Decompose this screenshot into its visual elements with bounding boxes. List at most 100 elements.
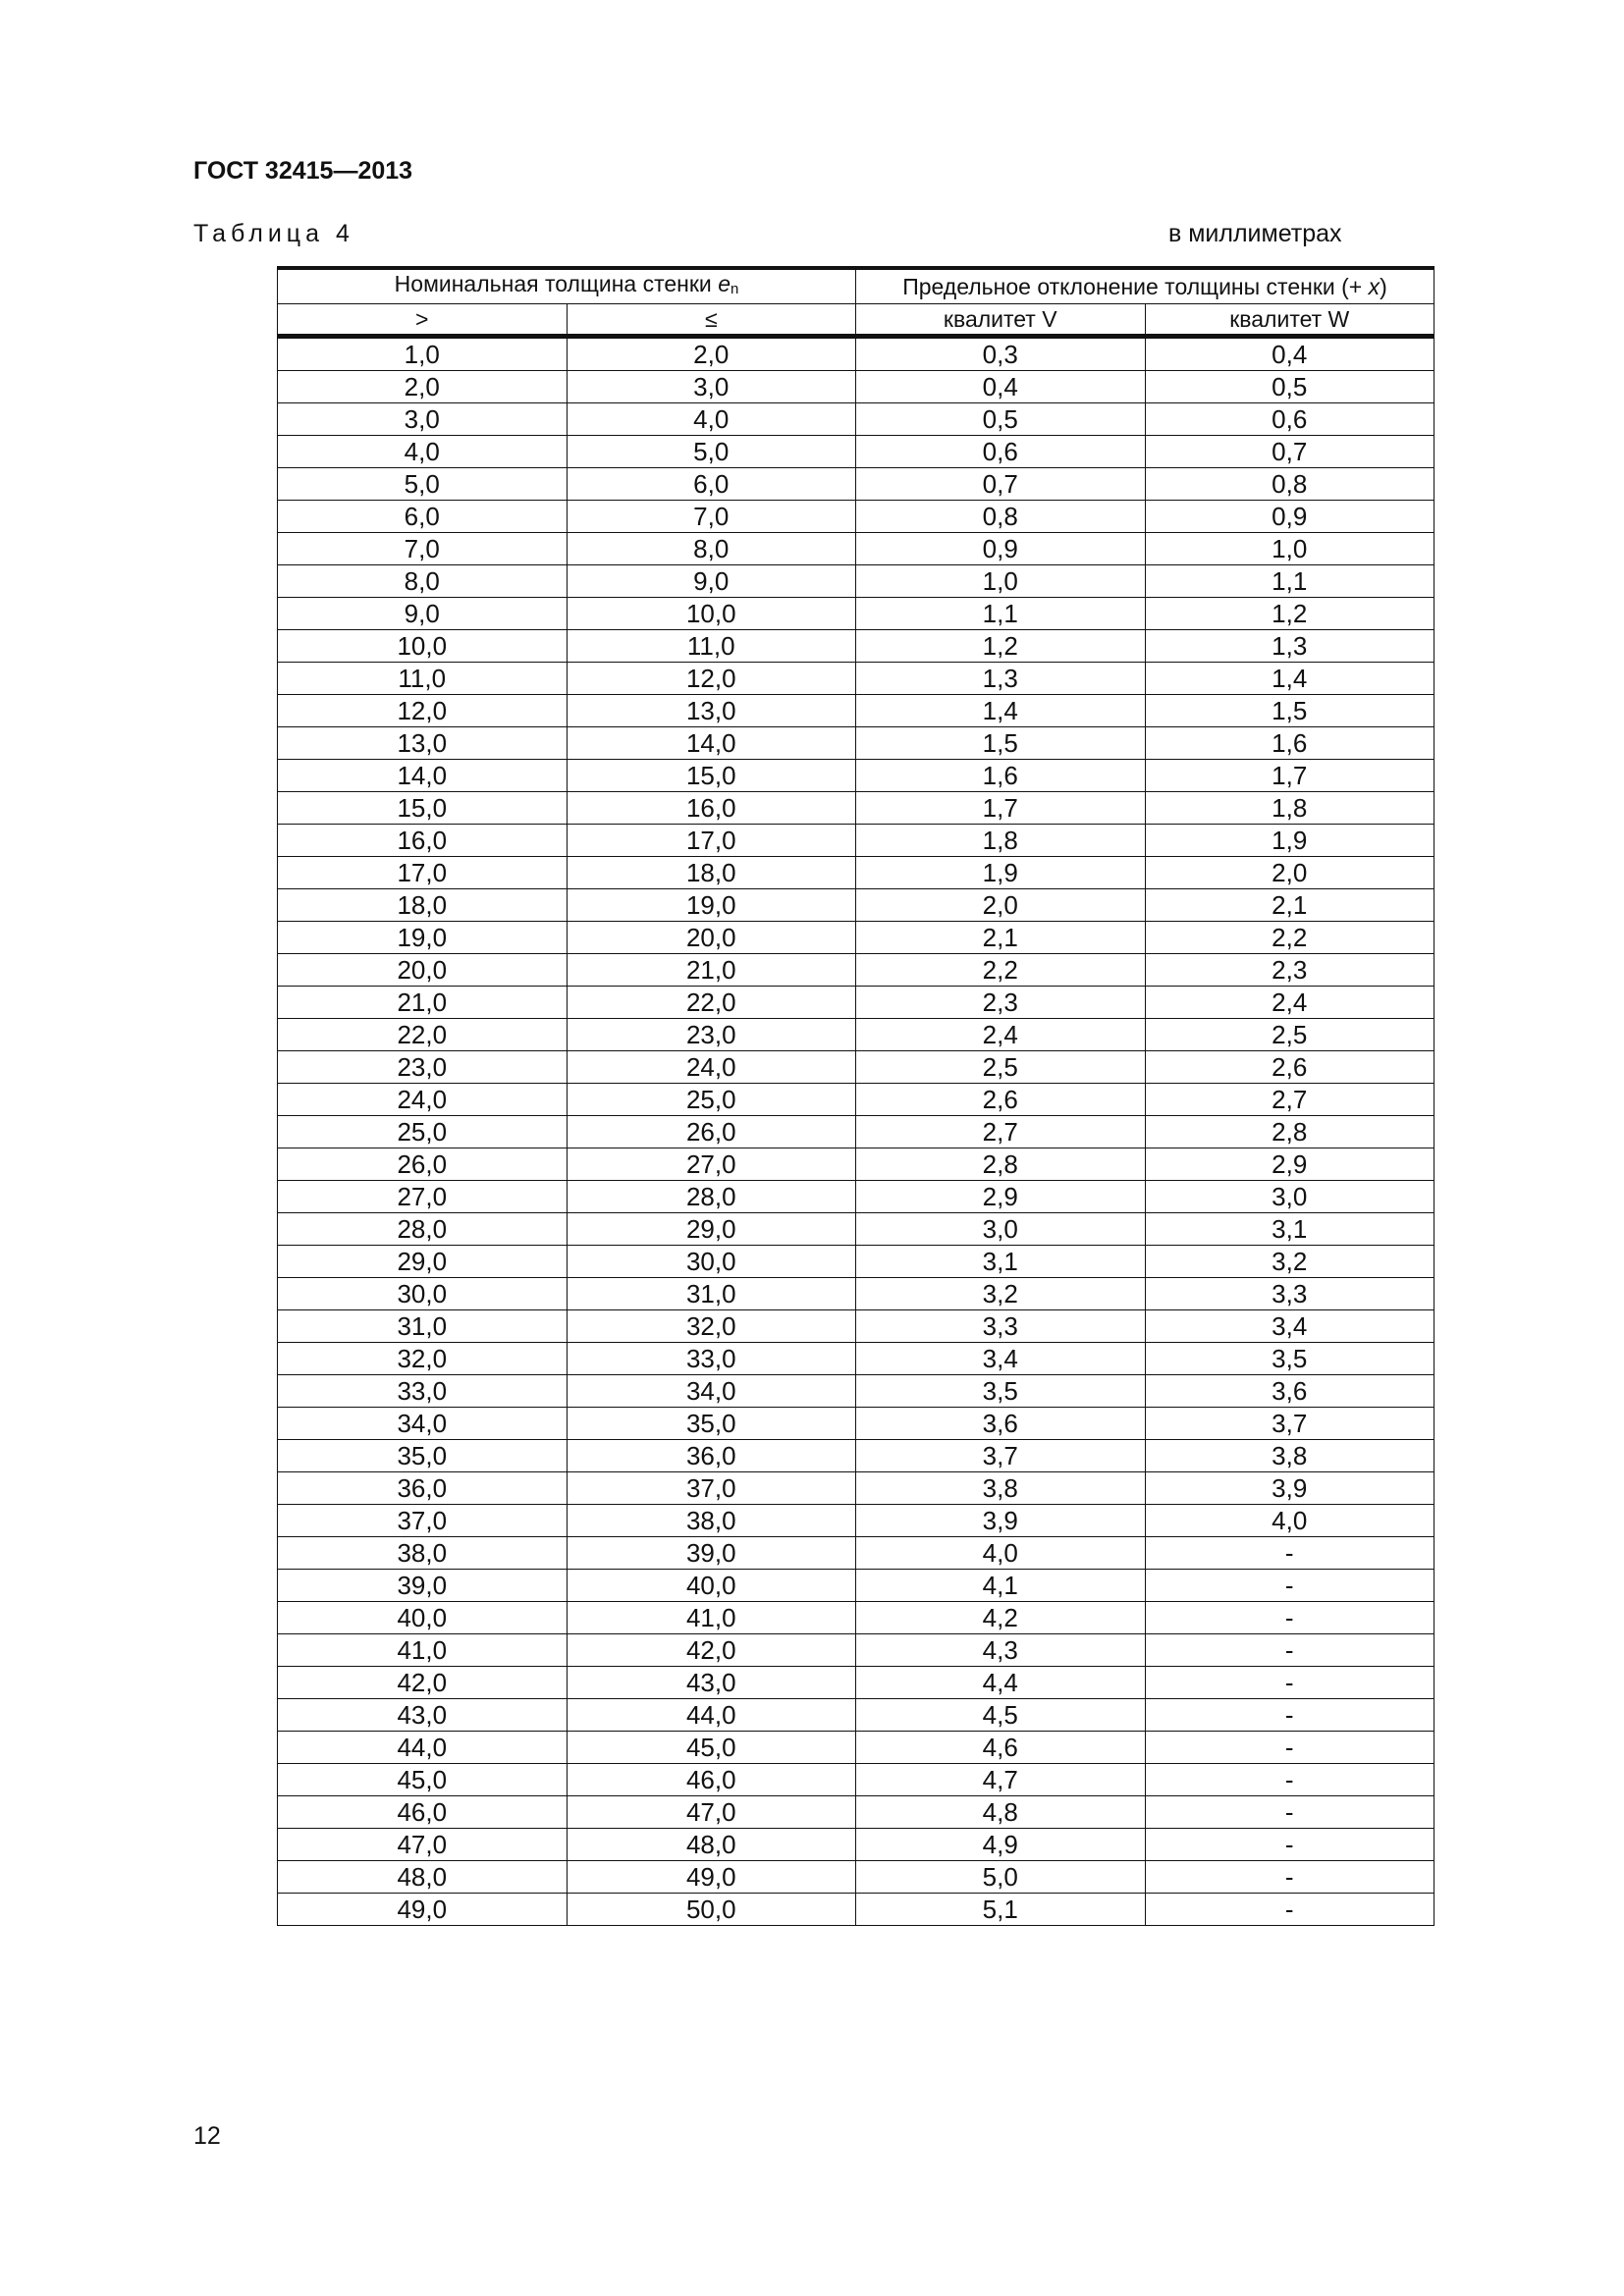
table-row: 30,0 31,0 3,2 3,3 — [277, 1277, 1435, 1310]
table-row: 36,0 37,0 3,8 3,9 — [277, 1471, 1435, 1505]
cell-max-thickness: 35,0 — [566, 1407, 856, 1440]
table-row: 43,0 44,0 4,5- — [277, 1698, 1435, 1732]
table-row: 39,0 40,0 4,1- — [277, 1569, 1435, 1602]
cell-min-thickness: 47,0 — [277, 1828, 568, 1861]
cell-grade-w: 3,6 — [1144, 1374, 1435, 1408]
cell-min-thickness: 2,0 — [277, 370, 568, 403]
cell-min-thickness: 36,0 — [277, 1471, 568, 1505]
cell-grade-v: 4,7 — [855, 1763, 1146, 1796]
table-row: 13,0 14,0 1,5 1,6 — [277, 726, 1435, 760]
cell-grade-v: 2,5 — [855, 1050, 1146, 1084]
cell-max-thickness: 14,0 — [566, 726, 856, 760]
cell-max-thickness: 2,0 — [566, 336, 856, 371]
cell-min-thickness: 5,0 — [277, 467, 568, 501]
table-row: 28,0 29,0 3,0 3,1 — [277, 1212, 1435, 1246]
cell-grade-v: 4,4 — [855, 1666, 1146, 1699]
cell-min-thickness: 21,0 — [277, 986, 568, 1019]
cell-min-thickness: 38,0 — [277, 1536, 568, 1570]
cell-min-thickness: 46,0 — [277, 1795, 568, 1829]
cell-max-thickness: 23,0 — [566, 1018, 856, 1051]
table-row: 1,0 2,0 0,3 0,4 — [277, 336, 1435, 371]
cell-grade-v: 0,9 — [855, 532, 1146, 565]
units-label: в миллиметрах — [1168, 220, 1342, 247]
table-row: 45,0 46,0 4,7- — [277, 1763, 1435, 1796]
page-number: 12 — [193, 2122, 221, 2150]
cell-min-thickness: 8,0 — [277, 564, 568, 598]
cell-grade-w: 1,5 — [1144, 694, 1435, 727]
header-greater-than: > — [277, 303, 568, 339]
cell-grade-w: 3,2 — [1144, 1245, 1435, 1278]
cell-min-thickness: 18,0 — [277, 888, 568, 922]
cell-max-thickness: 48,0 — [566, 1828, 856, 1861]
table-row: 49,0 50,0 5,1- — [277, 1893, 1435, 1926]
cell-max-thickness: 29,0 — [566, 1212, 856, 1246]
cell-max-thickness: 50,0 — [566, 1893, 856, 1926]
cell-grade-w: 1,2 — [1144, 597, 1435, 630]
cell-grade-w: - — [1144, 1601, 1435, 1634]
cell-max-thickness: 26,0 — [566, 1115, 856, 1148]
cell-max-thickness: 11,0 — [566, 629, 856, 663]
cell-min-thickness: 35,0 — [277, 1439, 568, 1472]
cell-min-thickness: 26,0 — [277, 1148, 568, 1181]
cell-max-thickness: 17,0 — [566, 824, 856, 857]
cell-min-thickness: 45,0 — [277, 1763, 568, 1796]
cell-min-thickness: 34,0 — [277, 1407, 568, 1440]
table-row: 41,0 42,0 4,3- — [277, 1633, 1435, 1667]
cell-min-thickness: 29,0 — [277, 1245, 568, 1278]
cell-grade-w: 3,3 — [1144, 1277, 1435, 1310]
cell-max-thickness: 46,0 — [566, 1763, 856, 1796]
cell-grade-v: 3,4 — [855, 1342, 1146, 1375]
cell-grade-w: - — [1144, 1536, 1435, 1570]
table-row: 4,0 5,0 0,6 0,7 — [277, 435, 1435, 468]
cell-min-thickness: 1,0 — [277, 336, 568, 371]
table-row: 17,0 18,0 1,9 2,0 — [277, 856, 1435, 889]
cell-grade-w: 3,9 — [1144, 1471, 1435, 1505]
header-grade-w: квалитет W — [1144, 303, 1435, 339]
cell-grade-v: 1,2 — [855, 629, 1146, 663]
cell-max-thickness: 25,0 — [566, 1083, 856, 1116]
cell-min-thickness: 12,0 — [277, 694, 568, 727]
table-row: 12,0 13,0 1,4 1,5 — [277, 694, 1435, 727]
cell-min-thickness: 48,0 — [277, 1860, 568, 1894]
table-row: 37,0 38,0 3,9 4,0 — [277, 1504, 1435, 1537]
cell-grade-v: 0,3 — [855, 336, 1146, 371]
nominal-symbol: e — [718, 271, 731, 296]
cell-grade-w: 2,2 — [1144, 921, 1435, 954]
cell-grade-w: 3,0 — [1144, 1180, 1435, 1213]
cell-grade-w: - — [1144, 1569, 1435, 1602]
cell-grade-w: 1,4 — [1144, 662, 1435, 695]
cell-max-thickness: 44,0 — [566, 1698, 856, 1732]
cell-max-thickness: 39,0 — [566, 1536, 856, 1570]
cell-grade-v: 2,0 — [855, 888, 1146, 922]
cell-grade-v: 3,8 — [855, 1471, 1146, 1505]
cell-max-thickness: 22,0 — [566, 986, 856, 1019]
cell-grade-w: 0,4 — [1144, 336, 1435, 371]
cell-max-thickness: 27,0 — [566, 1148, 856, 1181]
cell-max-thickness: 30,0 — [566, 1245, 856, 1278]
table-row: 21,0 22,0 2,3 2,4 — [277, 986, 1435, 1019]
cell-max-thickness: 20,0 — [566, 921, 856, 954]
cell-min-thickness: 25,0 — [277, 1115, 568, 1148]
table-row: 26,0 27,0 2,8 2,9 — [277, 1148, 1435, 1181]
cell-grade-v: 3,1 — [855, 1245, 1146, 1278]
cell-max-thickness: 47,0 — [566, 1795, 856, 1829]
cell-grade-v: 1,0 — [855, 564, 1146, 598]
cell-grade-v: 1,1 — [855, 597, 1146, 630]
cell-max-thickness: 31,0 — [566, 1277, 856, 1310]
table-row: 48,0 49,0 5,0- — [277, 1860, 1435, 1894]
cell-grade-w: 2,5 — [1144, 1018, 1435, 1051]
cell-grade-w: - — [1144, 1893, 1435, 1926]
cell-grade-v: 0,7 — [855, 467, 1146, 501]
cell-min-thickness: 39,0 — [277, 1569, 568, 1602]
cell-grade-w: 3,4 — [1144, 1309, 1435, 1343]
cell-grade-v: 3,5 — [855, 1374, 1146, 1408]
cell-grade-w: 0,5 — [1144, 370, 1435, 403]
table-row: 44,0 45,0 4,6- — [277, 1731, 1435, 1764]
cell-min-thickness: 9,0 — [277, 597, 568, 630]
cell-grade-w: 1,0 — [1144, 532, 1435, 565]
table-row: 32,0 33,0 3,4 3,5 — [277, 1342, 1435, 1375]
cell-min-thickness: 41,0 — [277, 1633, 568, 1667]
table-row: 34,0 35,0 3,6 3,7 — [277, 1407, 1435, 1440]
cell-grade-v: 4,5 — [855, 1698, 1146, 1732]
cell-grade-w: 2,7 — [1144, 1083, 1435, 1116]
